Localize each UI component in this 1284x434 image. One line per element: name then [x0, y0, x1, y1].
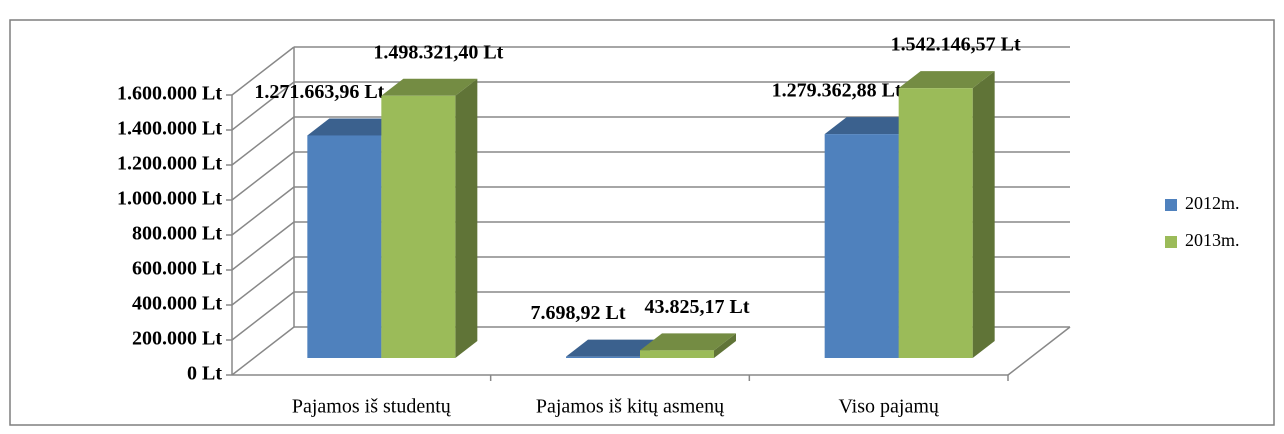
bar-side — [714, 333, 736, 358]
grid-line-side — [231, 81, 295, 131]
y-tick-label: 800.000 Lt — [132, 223, 222, 245]
grid-line-side — [231, 186, 295, 236]
grid-line-side — [231, 151, 295, 201]
value-label: 43.825,17 Lt — [645, 296, 750, 318]
grid-line-side — [231, 46, 295, 96]
value-label: 7.698,92 Lt — [531, 302, 626, 324]
bar-front — [898, 88, 973, 358]
legend-swatch — [1165, 236, 1177, 248]
bar-top — [307, 118, 404, 136]
x-tick-label: Viso pajamų — [838, 396, 939, 418]
bar-top — [898, 71, 995, 89]
value-label: 1.279.362,88 Lt — [772, 80, 902, 102]
bar — [640, 333, 736, 358]
bar-front — [307, 135, 382, 358]
y-tick-label: 1.400.000 Lt — [117, 118, 222, 140]
legend-label: 2012m. — [1185, 193, 1240, 213]
grid-line-side — [231, 291, 295, 341]
y-tick-label: 1.200.000 Lt — [117, 153, 222, 175]
y-tick-label: 1.000.000 Lt — [117, 188, 222, 210]
x-tick-label: Pajamos iš studentų — [292, 396, 452, 418]
legend-swatch — [1165, 199, 1177, 211]
bar-front — [640, 350, 714, 358]
floor-right-edge — [1007, 326, 1071, 376]
grid-line-side — [231, 326, 295, 376]
y-tick-label: 1.600.000 Lt — [117, 83, 222, 105]
y-tick-label: 0 Lt — [187, 363, 222, 385]
bar-front — [824, 134, 899, 358]
value-label: 1.498.321,40 Lt — [373, 41, 503, 63]
y-tick-label: 600.000 Lt — [132, 258, 222, 280]
grid-line-side — [231, 256, 295, 306]
bar-top — [566, 339, 662, 357]
bar-front — [566, 356, 640, 358]
x-tick-label: Pajamos iš kitų asmenų — [536, 396, 725, 418]
bar-top — [824, 117, 921, 135]
bar — [381, 78, 478, 358]
grid-line-side — [231, 116, 295, 166]
bar-front — [381, 95, 456, 358]
bar-top — [381, 78, 478, 96]
legend-label: 2013m. — [1185, 230, 1240, 250]
value-label: 1.271.663,96 Lt — [254, 81, 384, 103]
value-label: 1.542.146,57 Lt — [891, 34, 1021, 56]
bar — [898, 71, 995, 358]
y-tick-label: 400.000 Lt — [132, 293, 222, 315]
bar-top — [640, 333, 736, 351]
y-tick-label: 200.000 Lt — [132, 328, 222, 350]
bar-side — [455, 78, 478, 358]
bar-side — [972, 71, 995, 358]
grid-line-side — [231, 221, 295, 271]
